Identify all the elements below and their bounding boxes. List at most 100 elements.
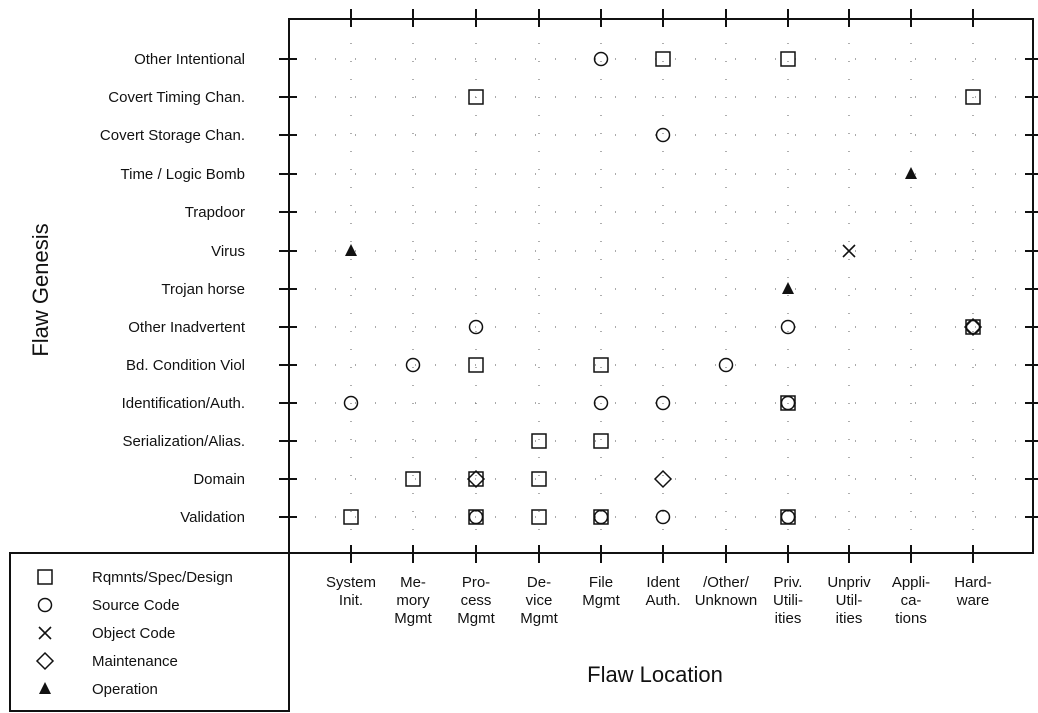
data-point (842, 244, 856, 258)
marker-square (593, 433, 609, 449)
x-tick-label: Util- (836, 592, 863, 609)
marker-square (468, 89, 484, 105)
x-tick-label: mory (396, 592, 430, 609)
legend-item: Operation (39, 681, 158, 698)
marker-circle (343, 395, 359, 411)
x-tick-label: ities (775, 610, 802, 627)
data-point (655, 51, 671, 67)
x-tick-label: vice (526, 592, 553, 609)
x-tick-label: Me- (400, 574, 426, 591)
marker-circle (593, 395, 609, 411)
marker-circle (655, 509, 671, 525)
data-point (780, 509, 796, 525)
x-tick-label: Unpriv (827, 574, 871, 591)
data-point (905, 167, 917, 179)
data-point (653, 469, 673, 489)
y-tick-label: Other Intentional (134, 51, 245, 68)
y-tick-label: Other Inadvertent (128, 319, 246, 336)
data-point (468, 357, 484, 373)
y-tick-label: Bd. Condition Viol (126, 357, 245, 374)
legend-label: Source Code (92, 597, 180, 614)
data-point (780, 395, 796, 411)
plot-frame (288, 18, 1034, 554)
data-point (963, 317, 983, 337)
x-tick-label: cess (461, 592, 492, 609)
marker-triangle (782, 282, 794, 294)
data-point (780, 51, 796, 67)
data-markers (343, 51, 983, 525)
y-tick-labels: Other Intentional Covert Timing Chan. Cove… (100, 51, 246, 526)
data-point (345, 244, 357, 256)
grid-dots (295, 25, 1027, 547)
marker-circle (468, 319, 484, 335)
marker-circle (468, 509, 484, 525)
y-tick-label: Identification/Auth. (122, 395, 245, 412)
marker-square (780, 51, 796, 67)
data-point (405, 471, 421, 487)
y-tick-label: Trojan horse (161, 281, 245, 298)
legend-label: Rqmnts/Spec/Design (92, 569, 233, 586)
marker-square (405, 471, 421, 487)
data-point (468, 509, 484, 525)
data-point (593, 357, 609, 373)
marker-circle (405, 357, 421, 373)
marker-square (531, 471, 547, 487)
x-tick-label: /Other/ (703, 574, 750, 591)
marker-circle (780, 509, 796, 525)
x-tick-label: Auth. (645, 592, 680, 609)
marker-square (468, 357, 484, 373)
y-tick-label: Covert Storage Chan. (100, 127, 245, 144)
data-point (593, 509, 609, 525)
axis-ticks (279, 9, 1038, 563)
x-tick-labels: SystemInit.Me-moryMgmtPro-cessMgmtDe-vic… (326, 574, 992, 627)
x-tick-label: De- (527, 574, 551, 591)
x-tick-label: Mgmt (457, 610, 495, 627)
y-axis-title: Flaw Genesis (28, 223, 53, 356)
marker-circle (718, 357, 734, 373)
marker-square (531, 509, 547, 525)
legend-item: Object Code (38, 625, 175, 642)
legend-items: Rqmnts/Spec/Design Source Code Object Code… (35, 569, 233, 698)
data-point (466, 469, 486, 489)
x-tick-label: Hard- (954, 574, 992, 591)
data-point (531, 433, 547, 449)
x-tick-label: ware (956, 592, 990, 609)
marker-diamond (466, 469, 486, 489)
data-point (531, 509, 547, 525)
marker-square (965, 89, 981, 105)
marker-circle (780, 319, 796, 335)
y-tick-label: Virus (211, 243, 245, 260)
legend-item: Source Code (37, 597, 180, 614)
marker-diamond (963, 317, 983, 337)
x-tick-label: tions (895, 610, 927, 627)
marker-circle (593, 509, 609, 525)
y-tick-label: Serialization/Alias. (122, 433, 245, 450)
legend-item: Rqmnts/Spec/Design (37, 569, 233, 586)
x-tick-label: Mgmt (394, 610, 432, 627)
x-tick-label: Appli- (892, 574, 930, 591)
legend-triangle-icon (39, 682, 51, 694)
data-point (593, 51, 609, 67)
legend-cross-icon (38, 626, 52, 640)
legend-label: Object Code (92, 625, 175, 642)
data-point (343, 509, 359, 525)
legend-circle-icon (37, 597, 53, 613)
legend-item: Maintenance (35, 651, 178, 671)
data-point (593, 433, 609, 449)
data-point (468, 89, 484, 105)
legend-label: Maintenance (92, 653, 178, 670)
legend-box (9, 552, 290, 712)
x-tick-label: Unknown (695, 592, 758, 609)
x-tick-label: Ident (646, 574, 680, 591)
data-point (780, 319, 796, 335)
x-axis-title: Flaw Location (587, 662, 723, 687)
marker-circle (965, 319, 981, 335)
x-tick-label: Priv. (774, 574, 803, 591)
legend-diamond-icon (35, 651, 55, 671)
marker-square (655, 51, 671, 67)
x-tick-label: ca- (901, 592, 922, 609)
data-point (655, 395, 671, 411)
x-tick-label: Mgmt (582, 592, 620, 609)
marker-circle (655, 127, 671, 143)
